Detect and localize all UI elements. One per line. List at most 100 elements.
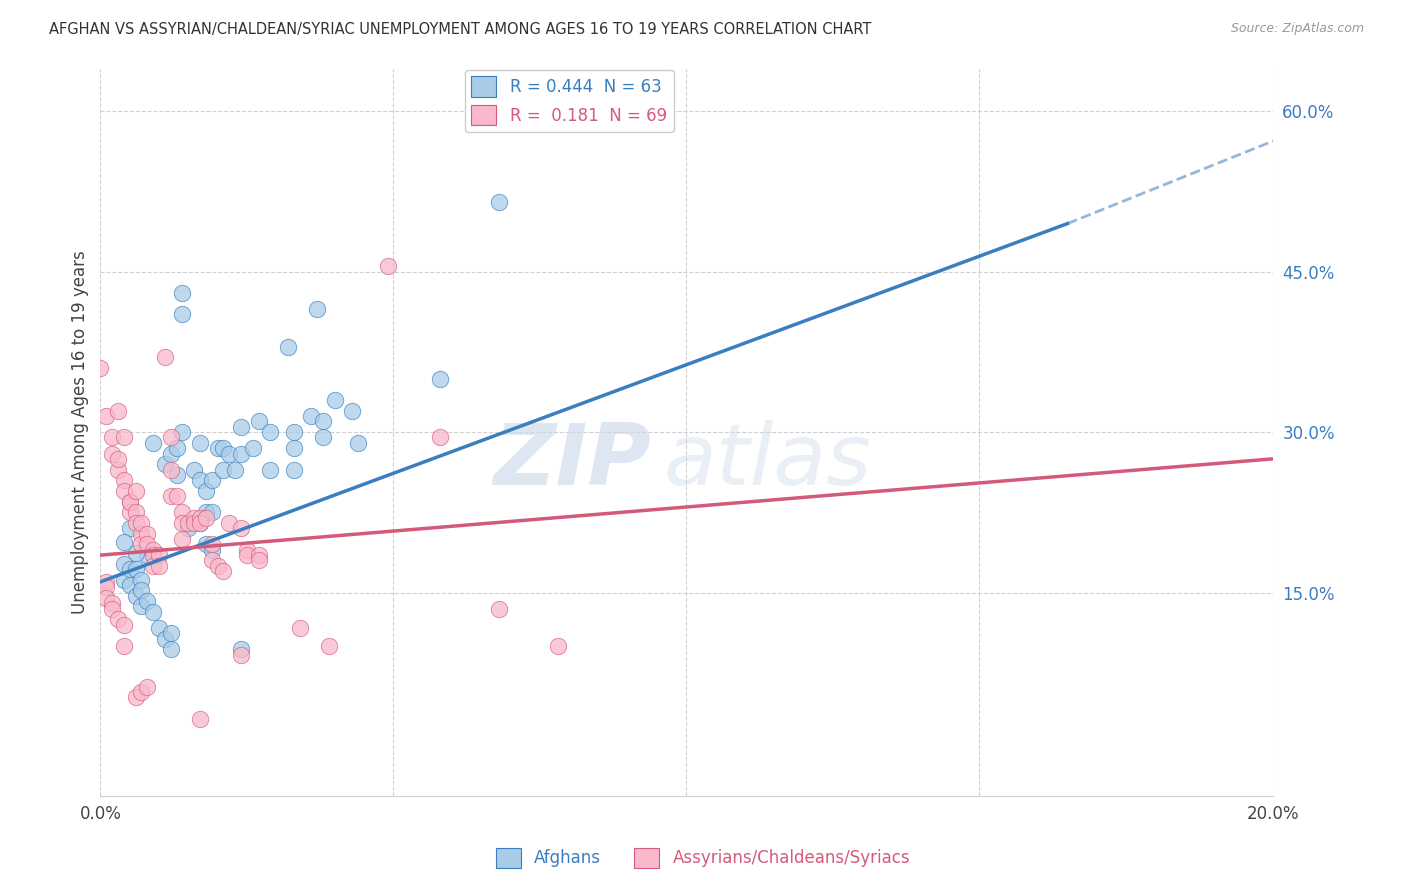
Point	[183, 510, 205, 524]
Point	[299, 409, 322, 423]
Point	[131, 537, 153, 551]
Point	[347, 435, 370, 450]
Point	[118, 505, 141, 519]
Point	[118, 494, 141, 508]
Point	[148, 548, 170, 562]
Point	[229, 419, 252, 434]
Point	[207, 441, 229, 455]
Point	[212, 441, 235, 455]
Point	[107, 462, 129, 476]
Point	[547, 639, 569, 653]
Legend: Afghans, Assyrians/Chaldeans/Syriacs: Afghans, Assyrians/Chaldeans/Syriacs	[489, 841, 917, 875]
Point	[194, 510, 217, 524]
Point	[153, 632, 176, 646]
Point	[166, 489, 188, 503]
Point	[124, 516, 146, 530]
Y-axis label: Unemployment Among Ages 16 to 19 years: Unemployment Among Ages 16 to 19 years	[72, 251, 89, 614]
Point	[131, 573, 153, 587]
Point	[112, 557, 135, 571]
Point	[201, 542, 224, 557]
Point	[142, 558, 165, 573]
Point	[142, 605, 165, 619]
Point	[118, 521, 141, 535]
Point	[101, 601, 124, 615]
Point	[159, 462, 181, 476]
Point	[172, 505, 194, 519]
Point	[89, 361, 111, 376]
Point	[212, 462, 235, 476]
Point	[96, 574, 118, 589]
Point	[166, 467, 188, 482]
Point	[229, 642, 252, 657]
Point	[112, 535, 135, 549]
Point	[142, 548, 165, 562]
Point	[124, 589, 146, 603]
Point	[107, 612, 129, 626]
Point	[153, 351, 176, 365]
Point	[377, 260, 399, 274]
Point	[229, 521, 252, 535]
Point	[283, 462, 305, 476]
Point	[283, 425, 305, 439]
Point	[307, 302, 329, 317]
Point	[288, 621, 311, 635]
Point	[177, 521, 200, 535]
Point	[172, 308, 194, 322]
Point	[236, 548, 259, 562]
Point	[429, 372, 451, 386]
Point	[172, 532, 194, 546]
Text: Source: ZipAtlas.com: Source: ZipAtlas.com	[1230, 22, 1364, 36]
Point	[188, 516, 211, 530]
Point	[124, 505, 146, 519]
Point	[194, 483, 217, 498]
Point	[136, 548, 159, 562]
Point	[429, 430, 451, 444]
Point	[183, 516, 205, 530]
Point	[283, 441, 305, 455]
Point	[159, 430, 181, 444]
Point	[259, 425, 281, 439]
Point	[188, 516, 211, 530]
Point	[218, 516, 240, 530]
Point	[166, 441, 188, 455]
Point	[136, 594, 159, 608]
Point	[131, 516, 153, 530]
Point	[136, 526, 159, 541]
Point	[112, 473, 135, 487]
Point	[131, 685, 153, 699]
Point	[177, 516, 200, 530]
Point	[201, 553, 224, 567]
Point	[342, 403, 364, 417]
Point	[488, 195, 510, 210]
Point	[207, 558, 229, 573]
Point	[118, 494, 141, 508]
Point	[323, 392, 346, 407]
Point	[201, 473, 224, 487]
Point	[172, 516, 194, 530]
Point	[312, 430, 335, 444]
Point	[318, 639, 340, 653]
Point	[212, 564, 235, 578]
Point	[247, 548, 270, 562]
Point	[136, 680, 159, 694]
Point	[96, 409, 118, 423]
Point	[136, 537, 159, 551]
Point	[259, 462, 281, 476]
Point	[124, 546, 146, 560]
Point	[218, 446, 240, 460]
Point	[188, 435, 211, 450]
Point	[142, 435, 165, 450]
Point	[131, 599, 153, 614]
Point	[142, 542, 165, 557]
Point	[229, 446, 252, 460]
Point	[159, 626, 181, 640]
Point	[124, 483, 146, 498]
Point	[131, 526, 153, 541]
Point	[101, 430, 124, 444]
Point	[96, 591, 118, 605]
Point	[188, 712, 211, 726]
Point	[194, 537, 217, 551]
Point	[112, 573, 135, 587]
Point	[224, 462, 246, 476]
Point	[124, 562, 146, 576]
